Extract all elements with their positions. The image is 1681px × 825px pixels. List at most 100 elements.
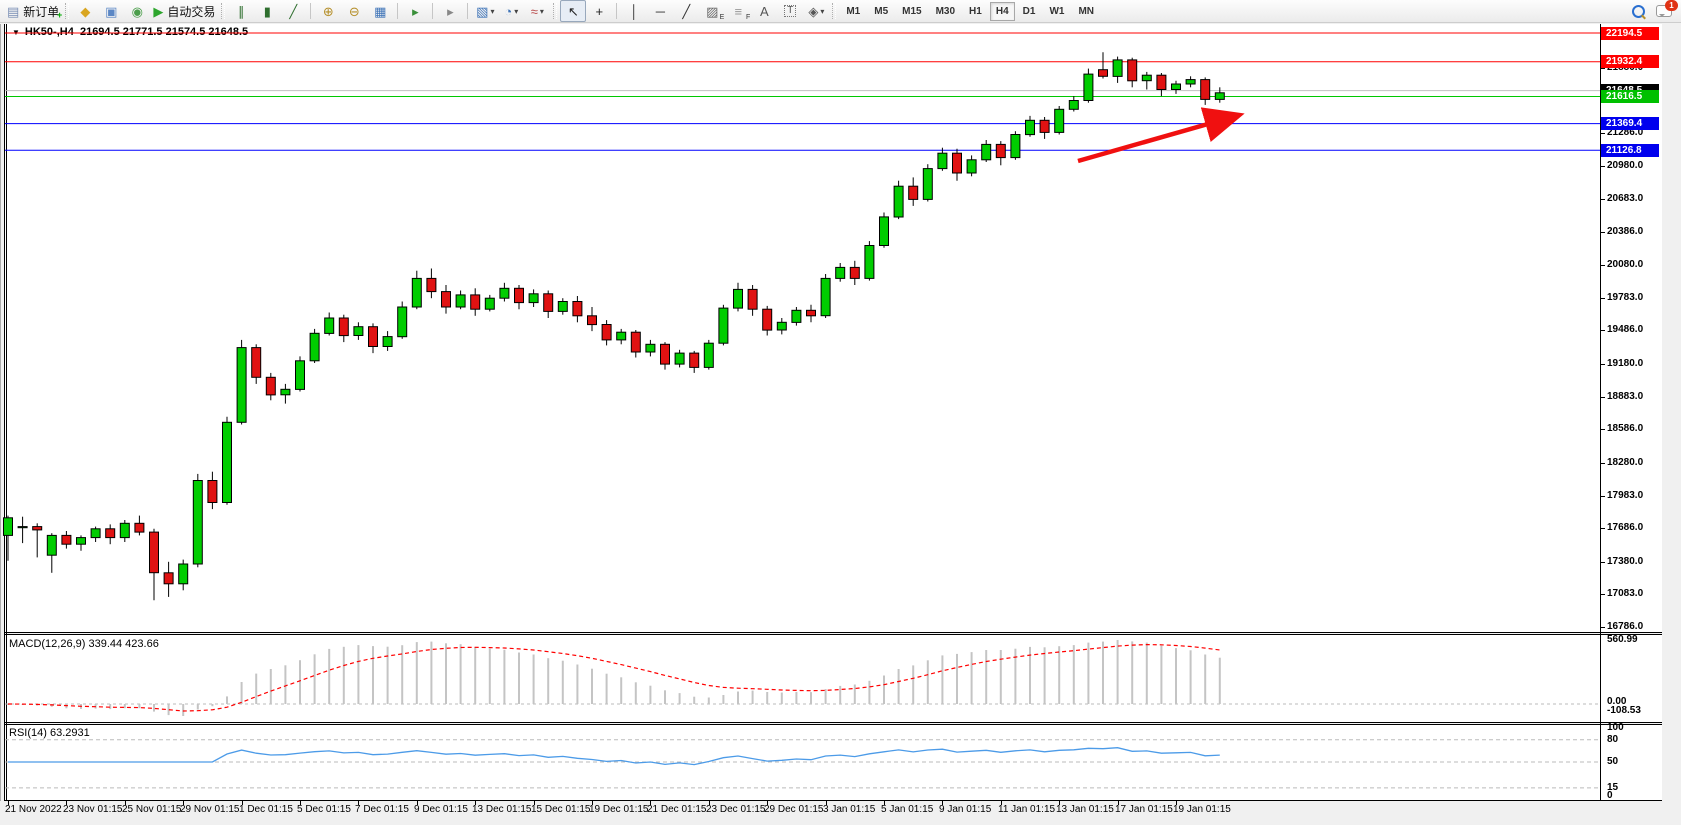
chart-collapse-icon[interactable]: ▼ bbox=[12, 28, 20, 37]
tile-windows-icon: ▦ bbox=[374, 3, 387, 19]
timeframe-button-h4[interactable]: H4 bbox=[989, 1, 1015, 21]
timeframe-button-m30[interactable]: M30 bbox=[935, 5, 956, 17]
profile-window-icon: ▣ bbox=[105, 3, 118, 19]
trendline-button[interactable]: ╱ bbox=[673, 0, 699, 22]
timeframe-button-w1[interactable]: W1 bbox=[1049, 5, 1065, 17]
time-tick-mark bbox=[767, 800, 768, 805]
zoom-out-icon: ⊖ bbox=[348, 3, 360, 19]
candlestick-chart-button[interactable]: ▮ bbox=[254, 0, 280, 22]
price-tick-label: 17083.0 bbox=[1607, 588, 1644, 599]
price-tick-mark bbox=[1600, 364, 1605, 365]
horizontal-line-button[interactable]: ─ bbox=[647, 0, 673, 22]
rsi-panel[interactable] bbox=[4, 725, 1662, 800]
zoom-in-button[interactable]: ⊕ bbox=[315, 0, 341, 22]
market-watch-button[interactable]: ◆ bbox=[72, 0, 98, 22]
search-button[interactable] bbox=[1625, 0, 1651, 22]
time-tick-label: 23 Nov 01:15 bbox=[63, 804, 123, 815]
crosshair-icon: + bbox=[595, 3, 604, 19]
price-tick-mark bbox=[1600, 594, 1605, 595]
time-tick-label: 9 Dec 01:15 bbox=[414, 804, 468, 815]
profiles-button[interactable]: ▣ bbox=[98, 0, 124, 22]
price-tick-label: 17380.0 bbox=[1607, 556, 1644, 567]
period-dropdown[interactable]: ◔ ▾ bbox=[498, 0, 524, 22]
chat-button[interactable]: 1 bbox=[1651, 0, 1678, 22]
text-label-button[interactable]: T bbox=[777, 0, 803, 22]
ohlc-bars-icon: ∥ bbox=[238, 3, 245, 19]
time-tick-mark bbox=[66, 800, 67, 805]
time-tick-label: 1 Dec 01:15 bbox=[239, 804, 293, 815]
indicators-dropdown[interactable]: ≈ ▾ bbox=[524, 0, 550, 22]
macd-label: MACD(12,26,9) 339.44 423.66 bbox=[9, 638, 159, 650]
fibonacci-button[interactable]: ≡ F bbox=[725, 0, 751, 22]
timeframe-button-m1[interactable]: M1 bbox=[846, 5, 861, 17]
bar-chart-button[interactable]: ∥ bbox=[228, 0, 254, 22]
toolbar-separator bbox=[616, 3, 618, 19]
time-tick-mark bbox=[417, 800, 418, 805]
price-level-badge: 21616.5 bbox=[1601, 90, 1659, 103]
crosshair-button[interactable]: + bbox=[586, 0, 612, 22]
line-chart-icon: ╱ bbox=[289, 3, 298, 19]
price-level-badge: 21126.8 bbox=[1601, 144, 1659, 157]
line-chart-button[interactable]: ╱ bbox=[280, 0, 306, 22]
time-tick-mark bbox=[300, 800, 301, 805]
toolbar-separator bbox=[397, 3, 399, 19]
autotrading-play-icon: ▶ bbox=[153, 3, 164, 19]
chart-symbol-period: HK50-,H4 bbox=[24, 26, 74, 38]
price-tick-label: 20080.0 bbox=[1607, 259, 1644, 270]
cursor-button[interactable]: ↖ bbox=[560, 0, 587, 22]
main-chart-panel[interactable] bbox=[4, 24, 1662, 632]
chart-shift-button[interactable]: ▸ bbox=[437, 0, 463, 22]
chart-left-border bbox=[4, 24, 5, 801]
macd-panel[interactable] bbox=[4, 635, 1662, 722]
equidistant-channel-button[interactable]: ▨ E bbox=[699, 0, 725, 22]
tile-windows-button[interactable]: ▦ bbox=[367, 0, 393, 22]
price-tick-label: 20980.0 bbox=[1607, 160, 1644, 171]
arrows-dropdown[interactable]: ◈ ▾ bbox=[803, 0, 829, 22]
autotrading-button[interactable]: ▶ 自动交易 bbox=[150, 0, 218, 22]
rsi-axis-label: 100 bbox=[1607, 722, 1624, 733]
chart-ohlc-values: 21694.5 21771.5 21574.5 21648.5 bbox=[79, 26, 249, 38]
new-order-button[interactable]: ▤ + 新订单 bbox=[4, 0, 62, 22]
chart-shift-icon: ▸ bbox=[447, 3, 454, 19]
time-tick-label: 13 Jan 01:15 bbox=[1056, 804, 1114, 815]
autotrading-button-label: 自动交易 bbox=[167, 4, 216, 19]
rsi-label: RSI(14) 63.2931 bbox=[9, 727, 90, 739]
time-tick-mark bbox=[1176, 800, 1177, 805]
price-tick-mark bbox=[1600, 298, 1605, 299]
chart-title: ▼ HK50-,H4 21694.5 21771.5 21574.5 21648.… bbox=[12, 26, 248, 38]
candlestick-icon: ▮ bbox=[263, 3, 271, 19]
auto-scroll-button[interactable]: ▸ bbox=[402, 0, 428, 22]
text-button[interactable]: A bbox=[751, 0, 777, 22]
timeframe-button-d1[interactable]: D1 bbox=[1022, 5, 1036, 17]
new-chart-dropdown[interactable]: ▧ ▾ bbox=[472, 0, 498, 22]
price-tick-label: 21286.0 bbox=[1607, 127, 1644, 138]
text-icon: A bbox=[759, 3, 769, 19]
toolbar-separator bbox=[467, 3, 469, 19]
panel-separator[interactable] bbox=[4, 722, 1662, 725]
toolbar-grip bbox=[65, 3, 70, 19]
macd-axis-label: 560.99 bbox=[1607, 634, 1638, 645]
timeframe-button-mn[interactable]: MN bbox=[1078, 5, 1094, 17]
time-tick-mark bbox=[592, 800, 593, 805]
icon-sub-letter: F bbox=[746, 14, 751, 21]
signals-button[interactable]: ◉ bbox=[124, 0, 150, 22]
panel-separator[interactable] bbox=[4, 632, 1662, 635]
rsi-axis-label: 15 bbox=[1607, 782, 1619, 793]
price-tick-label: 18883.0 bbox=[1607, 391, 1644, 402]
horizontal-line-icon: ─ bbox=[655, 3, 665, 19]
timeframe-button-m5[interactable]: M5 bbox=[874, 5, 889, 17]
zoom-in-icon: ⊕ bbox=[322, 3, 334, 19]
price-tick-label: 20386.0 bbox=[1607, 226, 1644, 237]
signal-icon: ◉ bbox=[131, 3, 143, 19]
time-tick-label: 19 Dec 01:15 bbox=[589, 804, 649, 815]
time-tick-label: 11 Jan 01:15 bbox=[998, 804, 1056, 815]
timeframe-button-m15[interactable]: M15 bbox=[902, 5, 922, 17]
toolbar-separator bbox=[432, 3, 434, 19]
price-tick-mark bbox=[1600, 562, 1605, 563]
macd-axis-label: 0.00 bbox=[1607, 696, 1627, 707]
vertical-line-button[interactable]: │ bbox=[621, 0, 647, 22]
zoom-out-button[interactable]: ⊖ bbox=[341, 0, 367, 22]
timeframe-button-h1[interactable]: H1 bbox=[969, 5, 982, 17]
indicators-icon: ≈ bbox=[530, 3, 538, 19]
price-level-badge: 22194.5 bbox=[1601, 27, 1659, 40]
